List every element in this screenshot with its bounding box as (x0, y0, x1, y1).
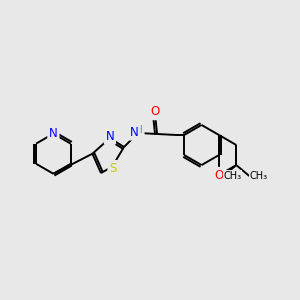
Text: O: O (151, 106, 160, 118)
Text: N: N (49, 127, 58, 140)
Text: N: N (130, 126, 139, 139)
Text: CH₃: CH₃ (249, 171, 268, 181)
Text: CH₃: CH₃ (223, 171, 242, 181)
Text: S: S (109, 162, 116, 175)
Text: H: H (135, 125, 143, 135)
Text: O: O (214, 169, 224, 182)
Text: N: N (106, 130, 114, 143)
